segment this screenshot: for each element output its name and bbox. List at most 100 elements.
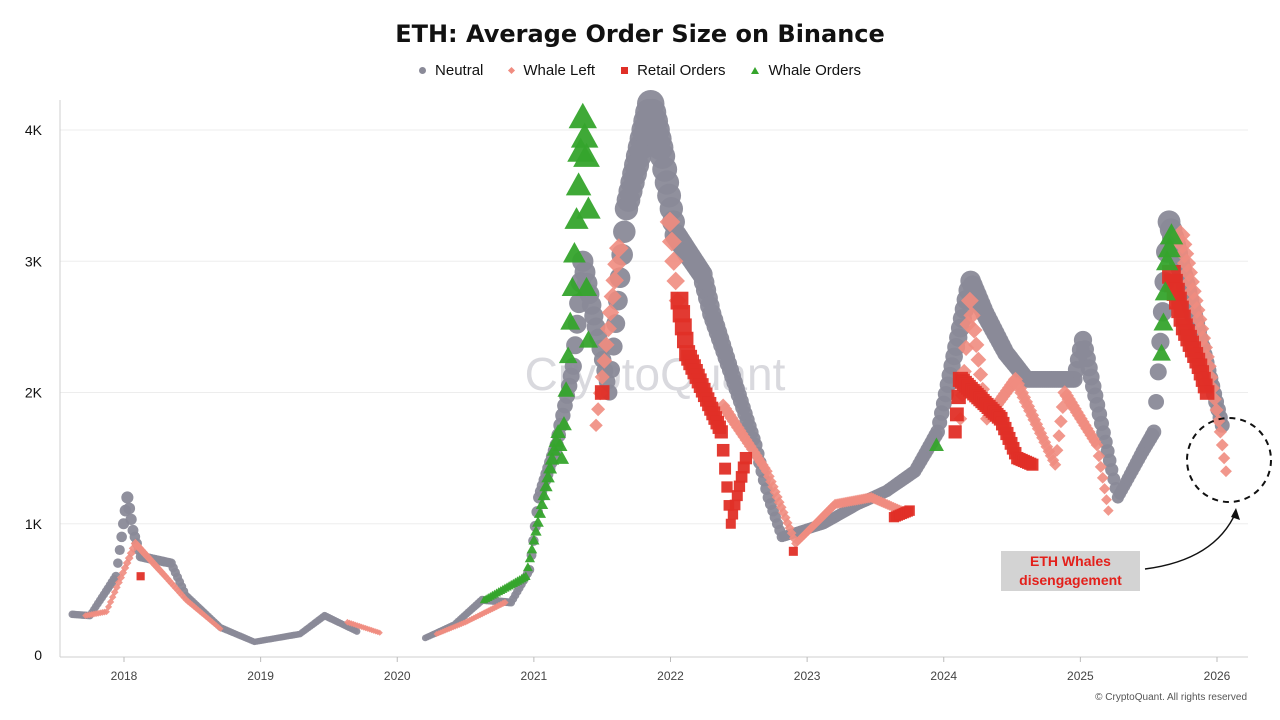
data-point [1157, 236, 1181, 258]
y-tick-label: 3K [25, 253, 43, 269]
data-point [1179, 263, 1199, 282]
highlight-circle [1186, 417, 1272, 503]
data-point [613, 220, 636, 243]
data-point [727, 509, 739, 520]
legend-item-whale-left[interactable]: Whale Left [508, 62, 595, 79]
data-point [560, 311, 581, 330]
data-point [1155, 250, 1179, 271]
data-point [760, 465, 773, 478]
data-point [1148, 393, 1165, 410]
data-point [1153, 312, 1174, 331]
series-whale-orders [479, 102, 1184, 604]
data-point [106, 598, 115, 606]
data-point [735, 471, 748, 483]
data-point [578, 330, 598, 348]
data-point [159, 569, 168, 579]
data-point [121, 491, 134, 504]
data-point [1199, 385, 1215, 400]
data-point [775, 502, 787, 513]
data-point [788, 546, 798, 556]
data-point [596, 353, 613, 369]
data-point [1159, 223, 1184, 245]
annotation-line2: disengagement [1019, 572, 1122, 588]
arrow-head-icon [1231, 508, 1240, 520]
data-point [539, 479, 553, 492]
data-point [554, 450, 570, 464]
data-point [737, 461, 750, 474]
legend: Neutral Whale Left Retail Orders Whale O… [0, 62, 1280, 79]
data-point [1050, 443, 1064, 457]
data-point [1033, 426, 1048, 440]
triangle-marker-icon [751, 67, 760, 74]
data-point [603, 287, 622, 306]
data-point [659, 211, 681, 233]
data-point [1054, 414, 1068, 429]
data-point [1036, 431, 1050, 445]
data-point [565, 172, 592, 196]
data-point [725, 518, 736, 529]
data-point [739, 451, 753, 465]
data-point [558, 346, 578, 364]
data-point [731, 490, 743, 502]
data-point [563, 242, 586, 263]
data-point [573, 142, 600, 167]
grid-lines [60, 129, 1248, 525]
data-point [1217, 451, 1231, 465]
data-point [126, 548, 136, 558]
data-point [1090, 438, 1104, 452]
legend-item-neutral[interactable]: Neutral [419, 62, 483, 79]
data-point [552, 437, 568, 451]
legend-item-retail-orders[interactable]: Retail Orders [621, 62, 725, 79]
data-point [721, 481, 733, 493]
data-point [194, 606, 202, 614]
data-point [714, 425, 728, 439]
data-point [674, 318, 692, 336]
data-point [176, 588, 184, 597]
legend-item-whale-orders[interactable]: Whale Orders [751, 62, 861, 79]
data-point [1152, 302, 1173, 322]
data-point [970, 351, 987, 368]
data-point [537, 488, 551, 501]
data-point [526, 543, 538, 554]
x-tick-label: 2022 [657, 669, 684, 683]
data-point [1098, 483, 1111, 495]
data-point [1052, 429, 1066, 443]
data-point [765, 475, 777, 488]
data-point [591, 402, 606, 417]
data-point [676, 331, 694, 349]
data-point [120, 563, 130, 573]
annotation-graphics [1144, 417, 1272, 570]
data-point [1049, 458, 1062, 471]
data-point [666, 271, 685, 291]
data-point [598, 336, 615, 353]
x-tick-label: 2023 [794, 669, 821, 683]
data-point [543, 460, 558, 474]
data-point [664, 251, 684, 271]
data-point [202, 613, 210, 621]
data-point [217, 625, 224, 632]
data-point [733, 480, 746, 492]
data-point [1092, 449, 1106, 463]
data-point [123, 502, 136, 515]
y-tick-label: 1K [25, 516, 43, 532]
data-point [200, 611, 208, 619]
data-point [1103, 505, 1114, 516]
data-point [116, 531, 127, 543]
data-point [1101, 494, 1112, 506]
data-point [171, 584, 180, 592]
data-point [1209, 403, 1224, 417]
x-tick-label: 2024 [930, 669, 957, 683]
data-point [188, 601, 196, 609]
data-point [353, 627, 361, 635]
data-point [561, 276, 584, 297]
data-point [113, 558, 123, 568]
data-point [568, 102, 597, 129]
annotation-line1: ETH Whales [1030, 553, 1111, 569]
data-point [550, 424, 566, 439]
data-point [528, 534, 540, 545]
axes: 0 1K 2K 3K 4K 2018 2019 2020 2021 2022 2023 2024 202… [25, 100, 1248, 683]
data-point [1055, 399, 1070, 414]
y-tick-label: 0 [34, 647, 42, 663]
data-point [173, 586, 182, 595]
